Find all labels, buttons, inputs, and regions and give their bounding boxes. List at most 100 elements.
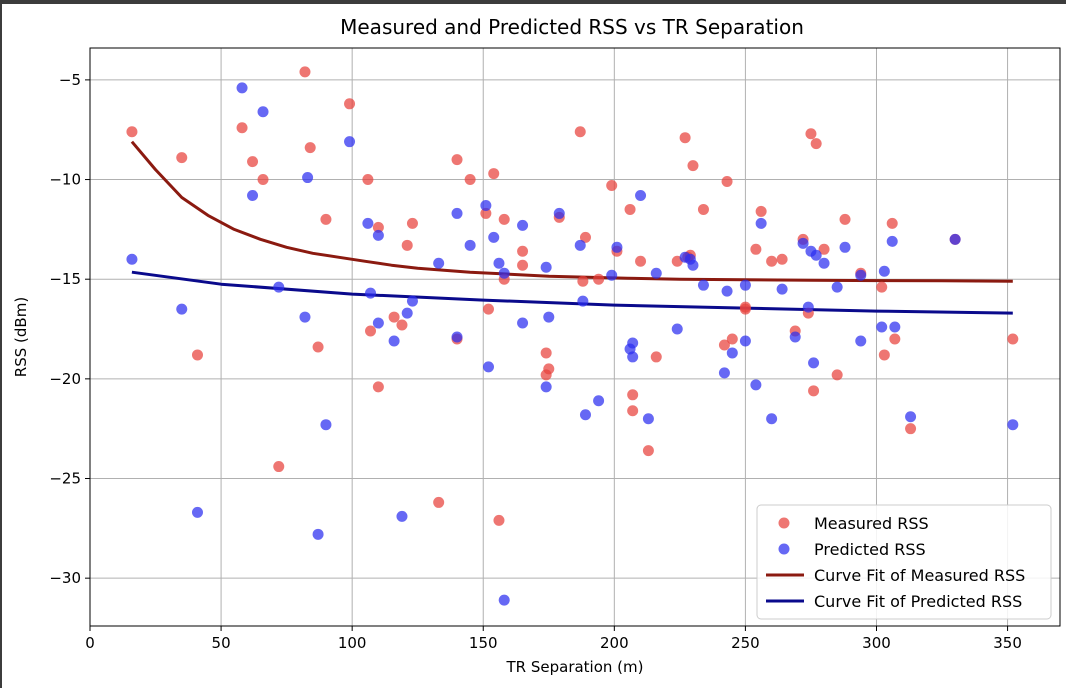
predicted-point [697,279,709,291]
measured-point [805,128,817,140]
measured-point [236,122,248,134]
predicted-point [451,331,463,343]
predicted-point [464,239,476,251]
predicted-point [257,106,269,118]
measured-point [482,303,494,315]
predicted-point [905,411,917,423]
predicted-point [650,267,662,279]
predicted-point [401,307,413,319]
measured-point [299,66,311,78]
measured-point [493,514,505,526]
predicted-point [344,136,356,148]
measured-point [304,142,316,154]
measured-point [766,255,778,267]
measured-point [176,152,188,164]
measured-point [517,245,529,257]
predicted-point [498,267,510,279]
measured-point [365,325,377,337]
curve-fits [130,140,1013,315]
predicted-point [611,241,623,253]
measured-point [388,311,400,323]
measured-point [320,213,332,225]
predicted-point [876,321,888,333]
measured-point [540,347,552,359]
predicted-point [802,301,814,313]
predicted-point [540,381,552,393]
measured-point [543,363,555,375]
predicted-point [191,506,203,518]
y-tick-label: −20 [49,370,81,388]
x-tick-label: 150 [469,634,498,652]
predicted-point [721,285,733,297]
legend-label: Curve Fit of Measured RSS [814,566,1025,585]
predicted-point [388,335,400,347]
measured-point [498,213,510,225]
measured-point [818,243,830,255]
predicted-point [273,281,285,293]
predicted-point [642,413,654,425]
predicted-point [312,528,324,540]
predicted-point [687,259,699,271]
predicted-point [818,257,830,269]
predicted-point [302,172,314,184]
predicted-point [889,321,901,333]
measured-point [718,339,730,351]
measured-point [312,341,324,353]
measured-point [488,168,500,180]
x-tick-label: 50 [212,634,231,652]
predicted-point [797,237,809,249]
measured-point [808,385,820,397]
measured-point [642,445,654,457]
predicted-point [553,207,565,219]
predicted-point [627,351,639,363]
x-tick-label: 200 [600,634,629,652]
measured-point [577,275,589,287]
predicted-point [766,413,778,425]
predicted-point [365,287,377,299]
predicted-point [855,335,867,347]
predicted-point [574,239,586,251]
predicted-point [855,269,867,281]
y-tick-label: −30 [49,569,81,587]
predicted-point [839,241,851,253]
y-tick-label: −25 [49,470,81,488]
plot-frame [89,47,1061,627]
measured-point [726,333,738,345]
measured-point [401,239,413,251]
predicted-point [236,82,248,94]
predicted-point [878,265,890,277]
legend-label: Measured RSS [814,514,929,533]
measured-point [191,349,203,361]
chart-title: Measured and Predicted RSS vs TR Separat… [340,15,804,39]
predicted-point [831,281,843,293]
predicted-point [406,295,418,307]
measured-point [344,98,356,110]
measured-point [273,461,285,473]
measured-fit-line [130,140,1013,283]
measured-point [810,138,822,150]
measured-point [433,496,445,508]
axis-ticks: 0 50 100 150 200 250 300 350 −30 −25 −20 −15 −10 −5 [49,71,1022,652]
measured-point [905,423,917,435]
predicted-point [517,317,529,329]
measured-point [126,126,138,138]
measured-point [1007,333,1019,345]
measured-point [889,333,901,345]
predicted-point [1007,419,1019,431]
predicted-point [372,229,384,241]
measured-point [687,160,699,172]
predicted-point [776,283,788,295]
predicted-point [372,317,384,329]
measured-point [247,156,259,168]
measured-point [451,154,463,166]
predicted-point [498,594,510,606]
measured-point [480,207,492,219]
measured-point [372,221,384,233]
x-tick-label: 100 [338,634,367,652]
predicted-point [577,295,589,307]
predicted-point [739,279,751,291]
predicted-point [789,331,801,343]
measured-point [721,176,733,188]
measured-point [624,203,636,215]
measured-point [755,205,767,217]
